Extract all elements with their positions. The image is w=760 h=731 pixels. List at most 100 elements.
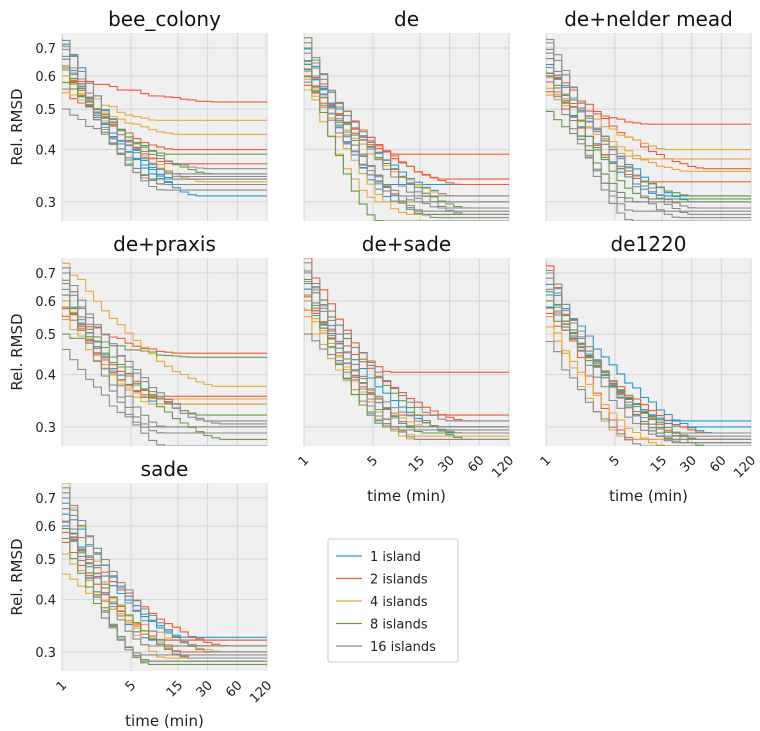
x-tick-label: 15 [648,453,670,475]
legend-box [327,538,459,663]
series-line [62,75,267,103]
series-line [62,497,267,653]
legend-entry: 8 islands [370,618,428,633]
series-lines [62,483,267,665]
y-tick-label: 0.7 [35,42,56,57]
series-lines [546,37,751,221]
x-tick-label: 1 [54,678,70,694]
series-lines [546,262,751,446]
series-line [62,272,267,428]
series-line [304,42,509,209]
panel-title: de [394,7,419,31]
series-line [304,58,509,212]
series-lines [62,37,267,197]
y-tick-label: 0.7 [35,267,56,282]
series-line [546,58,751,200]
x-tick-label: 60 [707,453,729,475]
series-line [546,52,751,212]
series-line [62,492,267,647]
y-tick-label: 0.3 [35,646,56,661]
panel-title: sade [141,457,189,481]
series-line [546,47,751,215]
series-line [62,42,267,178]
x-tick-label: 1 [538,453,554,469]
series-line [304,262,509,431]
x-tick-label: 15 [164,678,186,700]
series-line [546,75,751,203]
x-axis-label: time (min) [367,487,446,505]
x-axis-label: time (min) [125,712,204,730]
series-line [62,487,267,659]
y-axis-label: Rel. RMSD [8,538,26,615]
series-line [304,333,509,434]
series-line [546,288,751,437]
series-line [546,340,751,446]
x-tick-label: 30 [194,678,216,700]
series-line [546,91,751,125]
panel-title: de+praxis [113,232,216,256]
legend-entry: 1 island [370,550,421,565]
series-line [546,326,751,446]
y-tick-label: 0.6 [35,520,56,535]
x-tick-label: 30 [678,453,700,475]
legend: 1 island 2 islands 4 islands 8 islands 16 is… [327,538,459,663]
x-tick-label: 5 [123,678,139,694]
series-line [304,258,509,373]
x-tick-label: 120 [247,678,275,706]
series-line [546,307,751,446]
panel-de-nelder-mead: de+nelder mead [545,7,752,221]
series-line [62,300,267,397]
y-tick-label: 0.7 [35,492,56,507]
series-line [546,267,751,440]
y-tick-label: 0.6 [35,295,56,310]
series-line [546,37,751,219]
legend-entry: 2 islands [370,573,428,588]
x-tick-label: 120 [731,453,759,481]
y-axis-label: Rel. RMSD [8,88,26,165]
x-tick-label: 5 [365,453,381,469]
y-axis-label: Rel. RMSD [8,313,26,390]
series-line [62,283,267,425]
series-line [62,300,267,405]
panel-background [62,33,267,221]
x-tick-label: 120 [489,453,517,481]
panel-title: bee_colony [108,7,221,31]
x-tick-label: 5 [607,453,623,469]
panel-title: de+sade [362,232,451,256]
series-line [546,42,751,221]
y-tick-label: 0.6 [35,70,56,85]
y-tick-label: 0.4 [35,369,56,384]
x-tick-label: 60 [465,453,487,475]
series-lines [304,258,509,440]
series-line [304,288,509,440]
panel-de: de [303,7,510,221]
y-tick-label: 0.3 [35,421,56,436]
y-tick-label: 0.5 [35,103,56,118]
x-tick-label: 1 [296,453,312,469]
legend-entry: 4 islands [370,595,428,610]
legend-entry: 16 islands [370,640,436,655]
panel-background [304,33,509,221]
x-tick-label: 60 [223,678,245,700]
x-tick-label: 15 [406,453,428,475]
series-line [62,520,267,656]
series-line [546,272,751,444]
y-tick-label: 0.4 [35,594,56,609]
series-lines [62,262,267,446]
series-line [62,108,267,170]
series-line [62,288,267,446]
series-line [304,278,509,422]
series-line [62,53,267,191]
series-line [62,88,267,151]
y-tick-label: 0.5 [35,553,56,568]
panel-title: de1220 [611,232,687,256]
panel-bee-colony: bee_colony 0.3 0.4 0.5 0.6 0.7 Rel. RMSD [8,7,268,221]
x-tick-label: 30 [436,453,458,475]
panel-de-praxis: de+praxis 0.3 0.4 0.5 0.6 0.7 Rel. RMSD [8,232,268,446]
series-line [62,262,267,387]
panel-title: de+nelder mead [564,7,733,31]
